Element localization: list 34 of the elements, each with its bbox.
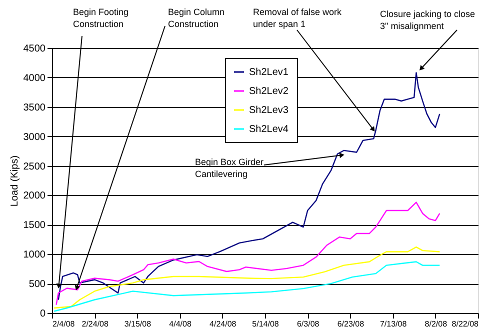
annotation: Closure jacking to close 3" misalignment (380, 9, 476, 31)
x-tick-label: 6/3/08 (296, 320, 320, 328)
x-tick-label: 7/13/08 (380, 320, 408, 328)
x-tick-label: 6/23/08 (337, 320, 365, 328)
line-series (56, 202, 440, 306)
annotation: Removal of false work under span 1 (253, 7, 342, 29)
x-tick-label: 3/15/08 (124, 320, 152, 328)
y-tick-label: 1500 (23, 220, 46, 232)
legend-label: Sh2Lev3 (249, 105, 289, 116)
annotation: Begin Column Construction (168, 7, 225, 29)
x-tick-label: 8/22/08 (452, 320, 480, 328)
x-tick-label: 4/4/08 (169, 320, 192, 328)
y-tick-label: 4500 (23, 44, 46, 54)
y-tick-label: 0 (40, 308, 46, 320)
x-tick-label: 4/24/08 (210, 320, 237, 328)
y-tick-label: 3500 (23, 102, 46, 114)
y-tick-label: 2500 (23, 161, 46, 172)
line-series (54, 261, 440, 312)
y-tick-label: 4000 (23, 72, 46, 84)
y-tick-label: 1000 (23, 250, 46, 261)
y-tick-label: 2000 (23, 190, 46, 202)
x-tick-label: 2/24/08 (82, 320, 109, 328)
annotation: Begin Box Girder Cantilevering (195, 157, 264, 179)
line-series (54, 246, 440, 309)
x-tick-label: 2/4/08 (52, 320, 76, 328)
x-tick-label: 8/2/08 (424, 320, 448, 328)
y-tick-label: 500 (28, 279, 46, 290)
y-axis-title: Load (Kips) (9, 155, 20, 207)
legend-label: Sh2Lev4 (249, 124, 289, 135)
legend-label: Sh2Lev1 (249, 67, 289, 78)
y-tick-label: 3000 (23, 132, 46, 143)
legend-label: Sh2Lev2 (249, 86, 289, 97)
x-tick-label: 5/14/08 (252, 320, 280, 328)
annotation: Begin Footing Construction (73, 7, 129, 29)
